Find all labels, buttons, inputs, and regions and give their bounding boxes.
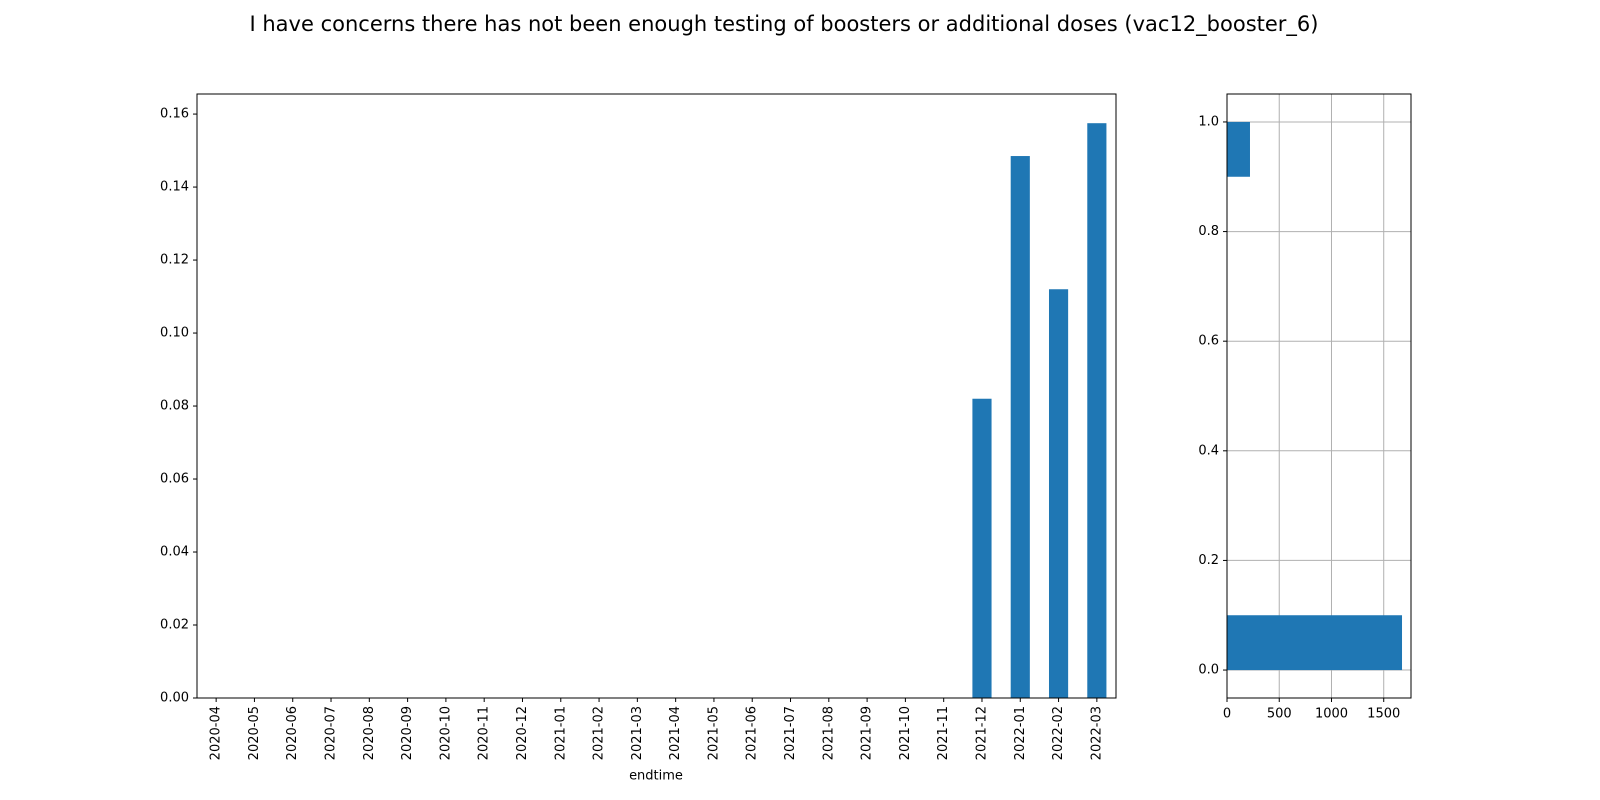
x-tick-label: 2020-09 bbox=[400, 706, 415, 760]
y-tick-label: 0.00 bbox=[160, 691, 189, 706]
histogram-bar bbox=[1227, 121, 1250, 177]
x-tick-label: 2021-09 bbox=[860, 706, 875, 760]
y-tick-label: 1.0 bbox=[1198, 114, 1219, 129]
x-tick-label: 2021-11 bbox=[936, 706, 951, 760]
y-tick-label: 0.06 bbox=[160, 472, 189, 487]
x-tick-label: 2020-12 bbox=[515, 706, 530, 760]
x-tick-label: 500 bbox=[1267, 707, 1292, 722]
x-tick-label: 2021-04 bbox=[668, 706, 683, 760]
y-tick-label: 0.14 bbox=[160, 180, 189, 195]
x-tick-label: 1500 bbox=[1367, 707, 1400, 722]
x-tick-label: 2020-08 bbox=[362, 706, 377, 760]
x-tick-label: 2022-02 bbox=[1051, 706, 1066, 760]
x-tick-label: 2020-07 bbox=[324, 706, 339, 760]
y-tick-label: 0.04 bbox=[160, 545, 189, 560]
x-tick-label: 2021-05 bbox=[706, 706, 721, 760]
x-tick-label: 0 bbox=[1223, 707, 1231, 722]
y-tick-label: 0.2 bbox=[1198, 553, 1219, 568]
x-tick-label: 2021-08 bbox=[821, 706, 836, 760]
y-tick-label: 0.8 bbox=[1198, 224, 1219, 239]
x-axis-label: endtime bbox=[629, 769, 683, 784]
x-tick-label: 2020-04 bbox=[209, 706, 224, 760]
y-tick-label: 0.02 bbox=[160, 618, 189, 633]
x-tick-label: 2022-01 bbox=[1013, 706, 1028, 760]
plot-frame bbox=[1226, 93, 1412, 699]
x-tick-label: 2020-10 bbox=[438, 706, 453, 760]
x-tick-label: 1000 bbox=[1315, 707, 1348, 722]
x-tick-label: 2021-06 bbox=[745, 706, 760, 760]
bar bbox=[1087, 123, 1107, 699]
x-tick-label: 2021-10 bbox=[898, 706, 913, 760]
x-tick-label: 2021-03 bbox=[630, 706, 645, 760]
x-tick-label: 2021-01 bbox=[553, 706, 568, 760]
y-tick-label: 0.08 bbox=[160, 399, 189, 414]
bar bbox=[972, 398, 992, 698]
y-tick-label: 0.10 bbox=[160, 326, 189, 341]
x-tick-label: 2020-06 bbox=[285, 706, 300, 760]
y-tick-label: 0.16 bbox=[160, 107, 189, 122]
bar bbox=[1010, 156, 1030, 698]
y-tick-label: 0.4 bbox=[1198, 443, 1219, 458]
bar bbox=[1048, 289, 1069, 698]
y-tick-label: 0.6 bbox=[1198, 334, 1219, 349]
plot-frame bbox=[196, 93, 1117, 699]
histogram-bar bbox=[1227, 615, 1403, 671]
x-tick-label: 2022-03 bbox=[1089, 706, 1104, 760]
y-tick-label: 0.12 bbox=[160, 253, 189, 268]
x-tick-label: 2021-12 bbox=[974, 706, 989, 760]
x-tick-label: 2021-07 bbox=[783, 706, 798, 760]
x-tick-label: 2020-05 bbox=[247, 706, 262, 760]
y-tick-label: 0.0 bbox=[1198, 663, 1219, 678]
x-tick-label: 2021-02 bbox=[592, 706, 607, 760]
chart-title: I have concerns there has not been enoug… bbox=[250, 12, 1319, 37]
x-tick-label: 2020-11 bbox=[477, 706, 492, 760]
